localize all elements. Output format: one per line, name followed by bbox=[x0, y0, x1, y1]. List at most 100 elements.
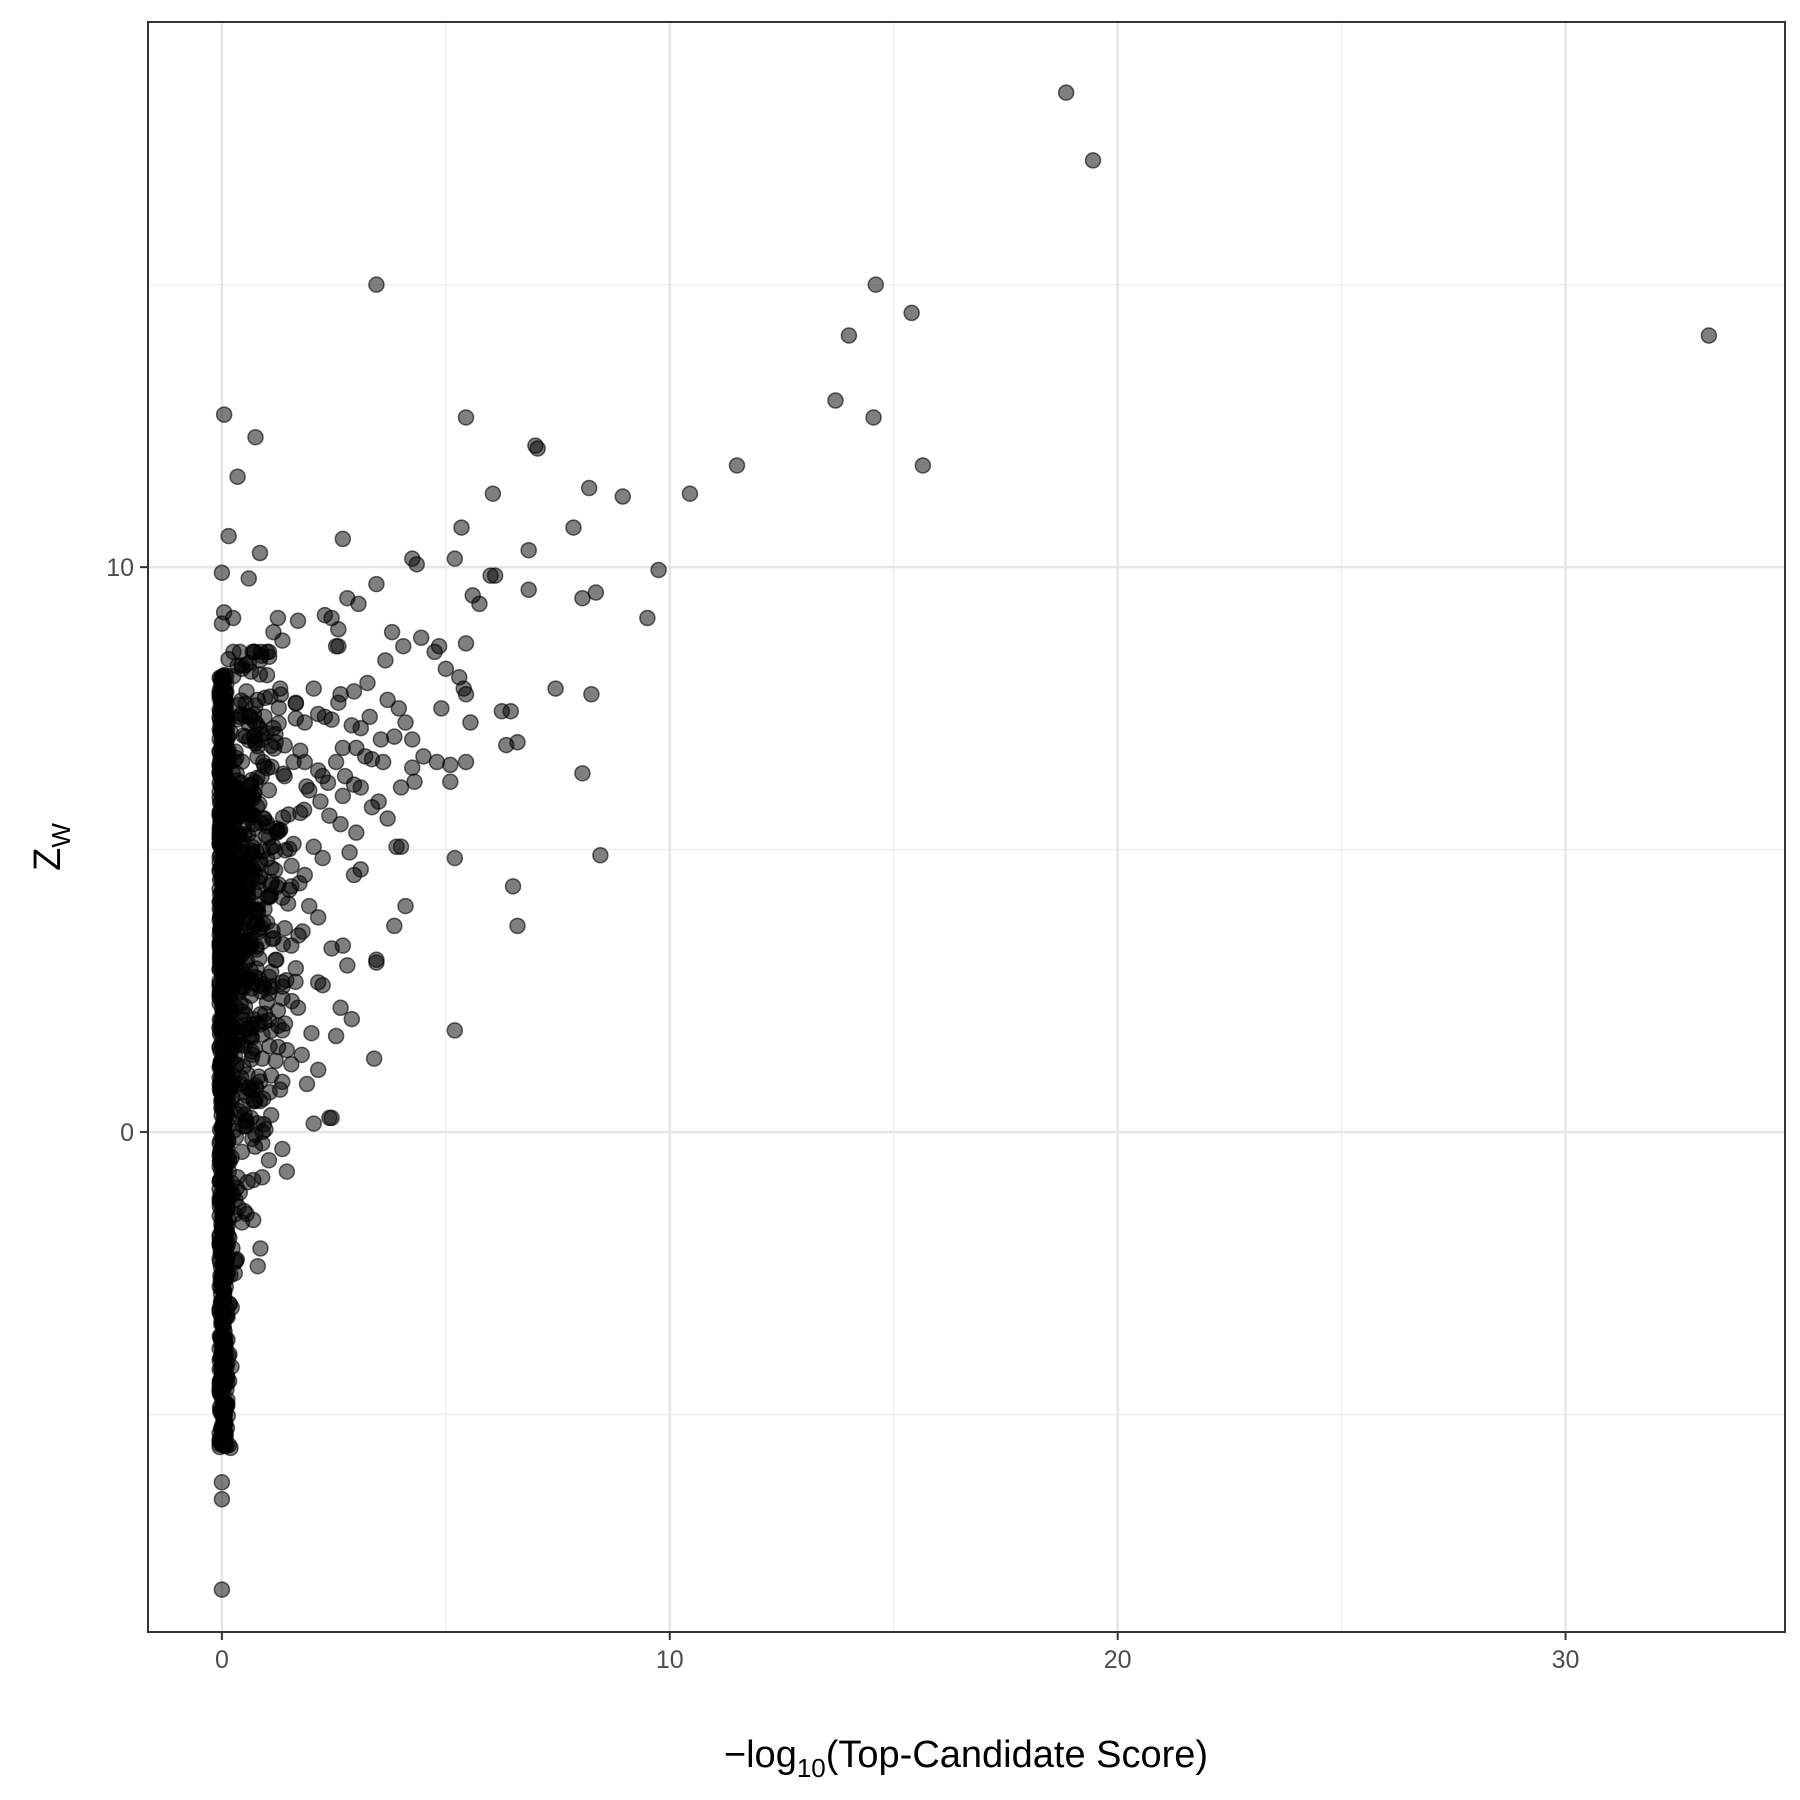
data-point bbox=[278, 1163, 296, 1180]
data-point bbox=[274, 974, 291, 991]
data-point bbox=[332, 999, 349, 1017]
data-point bbox=[339, 957, 356, 974]
data-point bbox=[225, 643, 242, 661]
data-point bbox=[390, 700, 408, 717]
data-point bbox=[334, 937, 352, 954]
data-point bbox=[213, 1361, 231, 1378]
data-point bbox=[348, 824, 365, 841]
data-point bbox=[213, 1581, 231, 1598]
data-point bbox=[229, 468, 246, 486]
data-point bbox=[218, 996, 236, 1013]
data-point bbox=[397, 897, 414, 915]
data-point bbox=[266, 843, 284, 860]
data-point bbox=[486, 567, 504, 584]
x-tick-label: 20 bbox=[1104, 1646, 1132, 1674]
data-point bbox=[217, 1060, 234, 1077]
data-point bbox=[219, 854, 237, 871]
data-point bbox=[278, 1041, 296, 1059]
data-point bbox=[368, 954, 385, 971]
data-point bbox=[330, 637, 347, 655]
data-point bbox=[254, 753, 272, 771]
data-point bbox=[300, 897, 318, 915]
data-point bbox=[247, 428, 264, 446]
data-point bbox=[341, 844, 358, 861]
data-point bbox=[303, 1024, 320, 1042]
data-point bbox=[370, 793, 387, 810]
data-point bbox=[229, 1168, 246, 1186]
data-point bbox=[437, 660, 455, 678]
data-point bbox=[312, 793, 329, 810]
data-point bbox=[614, 488, 632, 505]
data-point bbox=[287, 694, 305, 711]
data-point bbox=[216, 682, 234, 700]
data-point bbox=[446, 849, 464, 867]
data-point bbox=[213, 1428, 231, 1446]
data-point bbox=[639, 609, 656, 627]
data-point bbox=[213, 564, 231, 582]
data-point bbox=[240, 570, 258, 587]
data-point bbox=[271, 821, 289, 839]
data-point bbox=[509, 917, 526, 935]
data-point bbox=[249, 1257, 267, 1275]
data-point bbox=[309, 705, 327, 723]
data-point bbox=[914, 457, 932, 474]
data-point bbox=[1084, 152, 1102, 169]
data-point bbox=[224, 609, 242, 627]
data-point bbox=[256, 1013, 273, 1031]
y-axis-title: ZW bbox=[27, 823, 76, 871]
data-point bbox=[332, 815, 349, 833]
data-point bbox=[249, 691, 266, 709]
data-point bbox=[903, 304, 920, 322]
data-point bbox=[245, 815, 262, 833]
data-point bbox=[260, 985, 278, 1002]
data-point bbox=[267, 734, 284, 751]
data-point bbox=[457, 635, 475, 652]
plot-border bbox=[147, 21, 1786, 1633]
data-point bbox=[446, 550, 464, 567]
plot-background bbox=[148, 22, 1785, 1632]
data-point bbox=[1700, 327, 1718, 344]
data-point bbox=[255, 915, 272, 933]
data-point bbox=[298, 1075, 316, 1093]
data-point bbox=[296, 866, 314, 884]
data-point bbox=[334, 530, 352, 548]
data-point bbox=[222, 948, 240, 965]
data-point bbox=[213, 1474, 231, 1491]
data-point bbox=[583, 685, 600, 703]
data-point bbox=[314, 976, 331, 994]
data-point bbox=[457, 685, 475, 703]
data-point bbox=[287, 959, 305, 977]
data-point bbox=[283, 1056, 300, 1073]
data-point bbox=[269, 609, 287, 627]
data-point bbox=[285, 753, 302, 771]
y-tick-label: 10 bbox=[106, 554, 134, 582]
x-tick-label: 10 bbox=[656, 1646, 684, 1674]
x-tick-label: 0 bbox=[215, 1646, 229, 1674]
data-point bbox=[225, 1072, 242, 1090]
data-point bbox=[283, 937, 300, 954]
data-point bbox=[520, 541, 537, 559]
data-point bbox=[368, 575, 385, 593]
data-point bbox=[240, 654, 258, 672]
data-point bbox=[220, 527, 237, 545]
data-point bbox=[361, 708, 378, 726]
data-point bbox=[379, 810, 396, 827]
data-point bbox=[453, 519, 470, 536]
data-point bbox=[430, 637, 448, 655]
data-point bbox=[305, 838, 322, 856]
data-point bbox=[574, 589, 591, 607]
data-point bbox=[214, 699, 231, 716]
data-point bbox=[214, 1019, 231, 1037]
data-point bbox=[247, 1126, 264, 1144]
data-point bbox=[245, 728, 263, 745]
data-point bbox=[332, 685, 349, 703]
data-point bbox=[365, 1050, 383, 1067]
x-tick-label: 30 bbox=[1552, 1646, 1580, 1674]
data-point bbox=[227, 1253, 244, 1271]
x-axis-title: −log10(Top-Candidate Score) bbox=[724, 1734, 1208, 1783]
data-point bbox=[251, 544, 269, 562]
data-point bbox=[309, 1061, 327, 1079]
data-point bbox=[509, 734, 526, 751]
data-point bbox=[314, 849, 331, 867]
data-point bbox=[262, 1067, 280, 1084]
